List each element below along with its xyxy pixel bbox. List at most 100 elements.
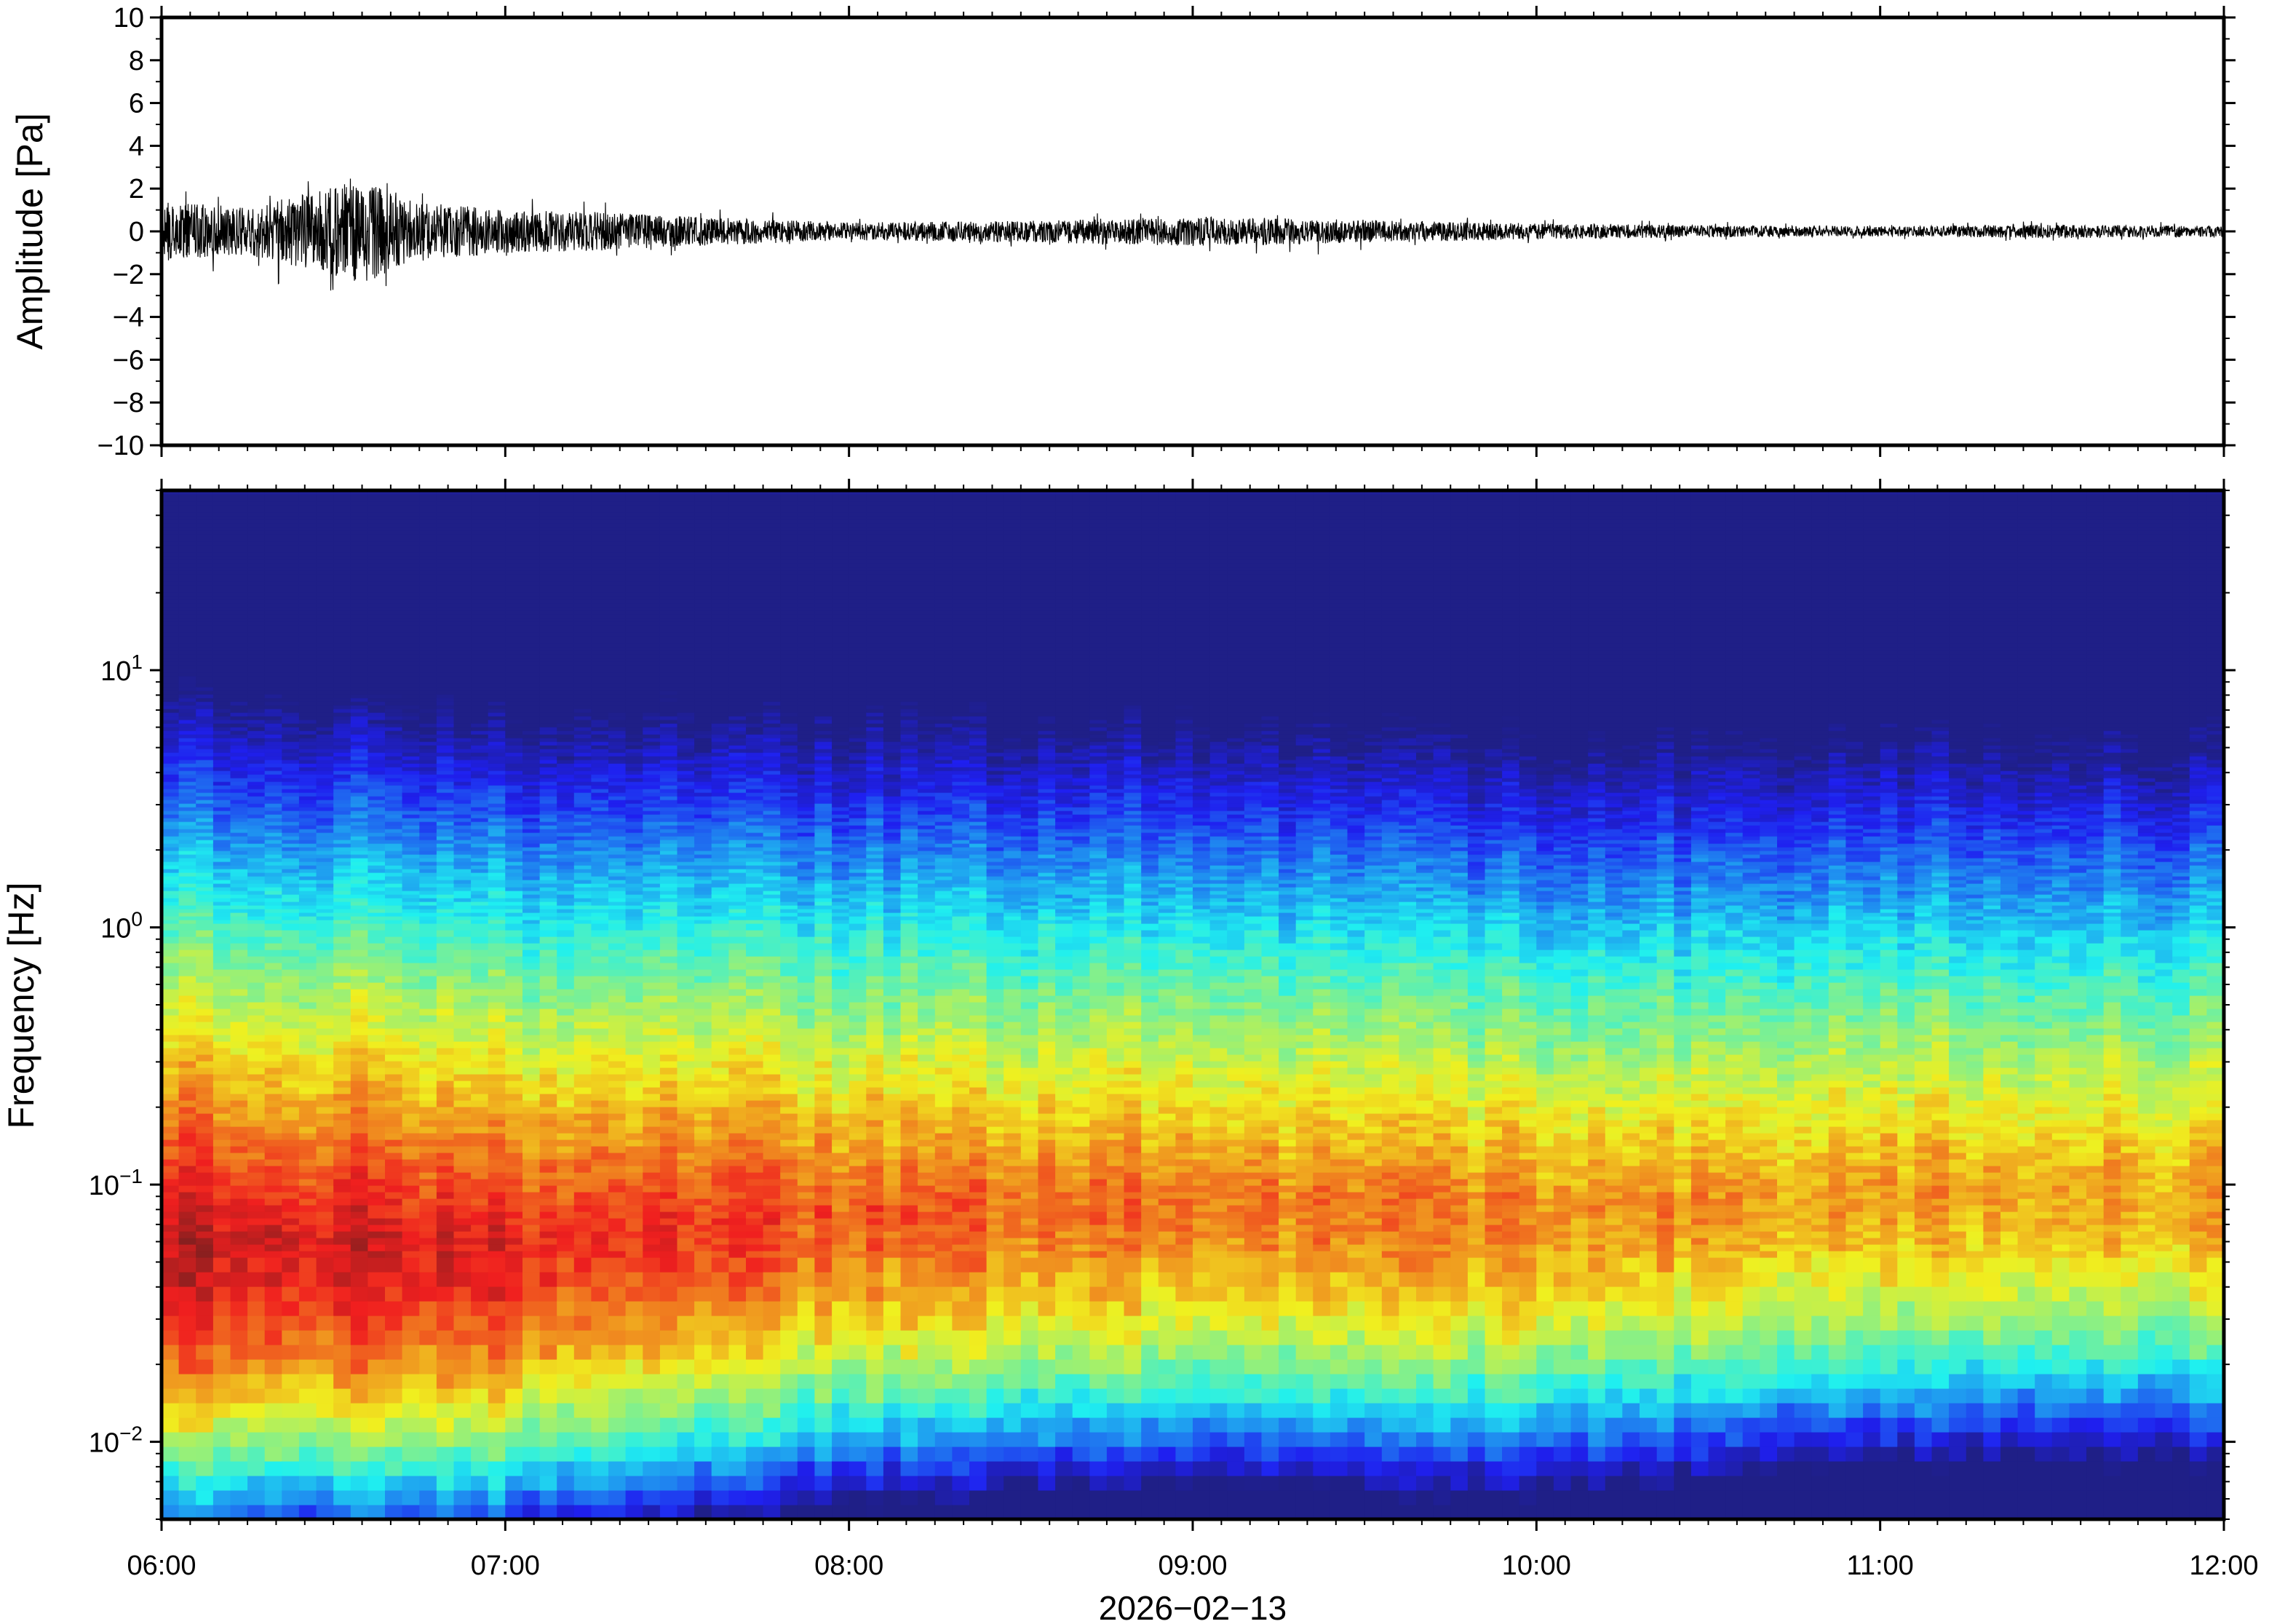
spectrogram-cell xyxy=(591,1113,608,1121)
spectrogram-cell xyxy=(557,538,574,542)
spectrogram-cell xyxy=(317,658,334,662)
spectrogram-cell xyxy=(213,1359,231,1374)
spectrogram-cell xyxy=(196,898,213,902)
spectrogram-cell xyxy=(247,976,265,983)
spectrogram-cell xyxy=(317,1146,334,1153)
spectrogram-cell xyxy=(488,1126,506,1134)
spectrogram-cell xyxy=(574,603,592,608)
spectrogram-cell xyxy=(402,1107,420,1114)
spectrogram-cell xyxy=(351,1198,368,1206)
spectrogram-cell xyxy=(282,560,299,564)
spectrogram-cell xyxy=(351,556,368,560)
spectrogram-cell xyxy=(540,1159,557,1166)
spectrogram-cell xyxy=(179,640,196,644)
spectrogram-cell xyxy=(367,560,385,564)
spectrogram-cell xyxy=(162,665,179,669)
spectrogram-cell xyxy=(488,607,506,611)
spectrogram-cell xyxy=(522,578,540,582)
spectrogram-cell xyxy=(317,545,334,549)
spectrogram-cell xyxy=(351,1113,368,1121)
spectrogram-cell xyxy=(505,723,522,728)
spectrogram-cell xyxy=(522,1272,540,1287)
spectrogram-cell xyxy=(247,701,265,706)
spectrogram-cell xyxy=(213,887,231,891)
spectrogram-cell xyxy=(471,618,488,622)
spectrogram-cell xyxy=(540,1113,557,1121)
spectrogram-cell xyxy=(333,1087,351,1094)
spectrogram-cell xyxy=(213,1100,231,1107)
spectrogram-cell xyxy=(351,950,368,957)
spectrogram-cell xyxy=(351,763,368,768)
spectrogram-cell xyxy=(367,976,385,983)
spectrogram-cell xyxy=(437,1476,454,1491)
spectrogram-cell xyxy=(196,774,213,779)
spectrogram-cell xyxy=(471,883,488,888)
spectrogram-cell xyxy=(574,956,592,963)
spectrogram-cell xyxy=(454,661,472,666)
spectrogram-cell xyxy=(299,1244,317,1251)
spectrogram-cell xyxy=(333,876,351,880)
spectrogram-cell xyxy=(317,1080,334,1088)
spectrogram-cell xyxy=(505,749,522,753)
spectrogram-cell xyxy=(231,1388,248,1404)
spectrogram-cell xyxy=(213,1251,231,1258)
spectrogram-cell xyxy=(213,720,231,724)
spectrogram-cell xyxy=(402,818,420,822)
spectrogram-cell xyxy=(419,778,437,782)
spectrogram-cell xyxy=(402,901,420,906)
spectrogram-cell xyxy=(540,1374,557,1389)
spectrogram-cell xyxy=(231,778,248,782)
spectrogram-cell xyxy=(265,1330,282,1345)
spectrogram-cell xyxy=(299,865,317,869)
spectrogram-cell xyxy=(471,1345,488,1360)
spectrogram-cell xyxy=(557,541,574,546)
spectrogram-cell xyxy=(367,516,385,520)
spectrogram-cell xyxy=(574,509,592,513)
spectrogram-cell xyxy=(351,1107,368,1114)
spectrogram-cell xyxy=(522,781,540,786)
spectrogram-cell xyxy=(471,1388,488,1404)
spectrogram-cell xyxy=(505,1067,522,1075)
spectrogram-cell xyxy=(591,1301,608,1316)
spectrogram-cell xyxy=(282,976,299,983)
spectrogram-cell xyxy=(437,785,454,789)
spectrogram-cell xyxy=(471,723,488,728)
spectrogram-cell xyxy=(196,683,213,688)
spectrogram-cell xyxy=(471,603,488,608)
spectrogram-cell xyxy=(231,1179,248,1186)
spectrogram-cell xyxy=(162,1192,179,1199)
spectrogram-cell xyxy=(333,825,351,829)
spectrogram-cell xyxy=(247,596,265,600)
spectrogram-cell xyxy=(540,1286,557,1302)
spectrogram-cell xyxy=(231,509,248,513)
spectrogram-cell xyxy=(351,920,368,924)
spectrogram-cell xyxy=(162,840,179,844)
spectrogram-cell xyxy=(557,676,574,680)
spectrogram-cell xyxy=(437,1374,454,1389)
spectrogram-cell xyxy=(385,1015,402,1022)
spectrogram-cell xyxy=(488,741,506,746)
spectrogram-cell xyxy=(591,1238,608,1245)
spectrogram-cell xyxy=(437,891,454,895)
spectrogram-cell xyxy=(179,756,196,760)
spectrogram-cell xyxy=(454,501,472,506)
spectrogram-cell xyxy=(265,701,282,706)
spectrogram-cell xyxy=(196,698,213,702)
spectrogram-cell xyxy=(299,1238,317,1245)
spectrogram-cell xyxy=(231,950,248,957)
spectrogram-cell xyxy=(522,923,540,931)
spectrogram-cell xyxy=(557,494,574,498)
spectrogram-cell xyxy=(437,1198,454,1206)
spectrogram-cell xyxy=(282,851,299,855)
spectrogram-cell xyxy=(419,694,437,698)
spectrogram-cell xyxy=(540,523,557,528)
spectrogram-cell xyxy=(488,676,506,680)
spectrogram-cell xyxy=(385,589,402,593)
spectrogram-cell xyxy=(419,665,437,669)
spectrogram-cell xyxy=(317,785,334,789)
spectrogram-cell xyxy=(540,854,557,859)
spectrogram-cell xyxy=(351,803,368,808)
spectrogram-cell xyxy=(196,1120,213,1127)
spectrogram-cell xyxy=(247,756,265,760)
spectrogram-cell xyxy=(333,680,351,684)
